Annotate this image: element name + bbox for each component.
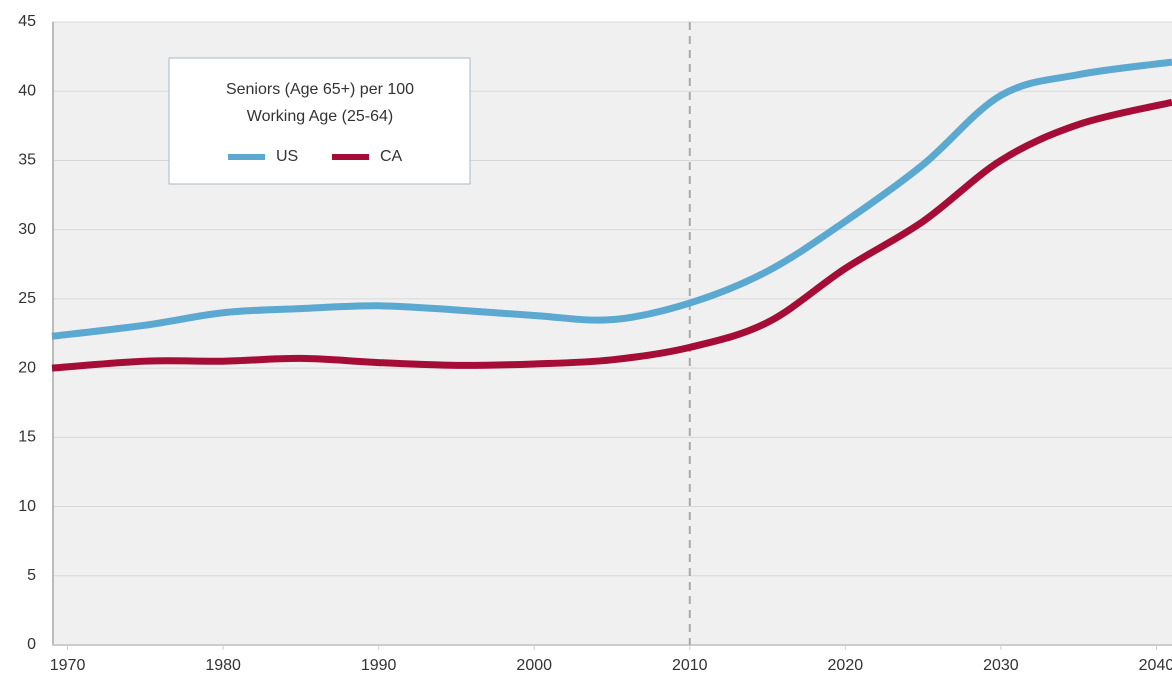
- legend-title: Working Age (25-64): [247, 108, 393, 125]
- y-tick-label: 0: [27, 636, 36, 653]
- y-tick-label: 35: [18, 152, 36, 169]
- x-tick-label: 2000: [516, 657, 552, 674]
- x-tick-label: 1990: [361, 657, 397, 674]
- x-tick-label: 2040: [1139, 657, 1172, 674]
- y-tick-label: 20: [18, 359, 36, 376]
- y-tick-label: 10: [18, 498, 36, 515]
- y-tick-label: 5: [27, 567, 36, 584]
- x-tick-label: 1980: [205, 657, 241, 674]
- series-line: [51, 58, 1172, 340]
- legend-title: Seniors (Age 65+) per 100: [226, 81, 414, 98]
- y-tick-label: 15: [18, 429, 36, 446]
- y-tick-label: 45: [18, 13, 36, 30]
- x-tick-label: 2010: [672, 657, 708, 674]
- legend-label: CA: [380, 148, 403, 165]
- y-tick-label: 30: [18, 221, 36, 238]
- x-tick-label: 2020: [828, 657, 864, 674]
- y-tick-label: 40: [18, 82, 36, 99]
- x-tick-label: 2030: [983, 657, 1019, 674]
- y-tick-label: 25: [18, 290, 36, 307]
- series-line: [51, 98, 1172, 372]
- legend-label: US: [276, 148, 298, 165]
- legend-box: [168, 57, 471, 185]
- x-tick-label: 1970: [50, 657, 86, 674]
